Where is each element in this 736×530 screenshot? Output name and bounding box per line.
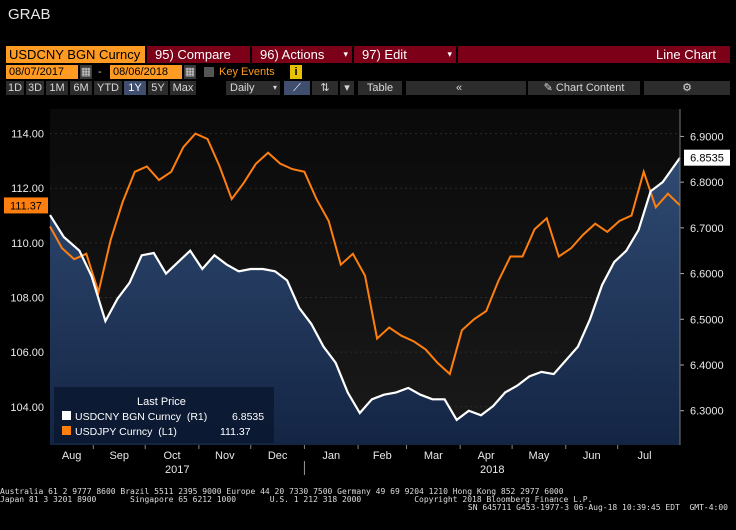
period-button-6m[interactable]: 6M [70, 81, 92, 95]
right-tick-label: 6.7000 [690, 223, 724, 235]
compare-button[interactable]: 95) Compare [147, 46, 250, 63]
app-title: GRAB [8, 6, 51, 23]
right-tick-label: 6.5000 [690, 314, 724, 326]
last-value-tag-usdcny [684, 149, 730, 166]
x-tick-label: Aug [62, 450, 82, 462]
chart-content-icon: ✎ [543, 82, 556, 94]
period-button-max[interactable]: Max [170, 81, 196, 95]
x-tick-label: Jun [583, 450, 601, 462]
year-label-2018: 2018 [480, 464, 504, 476]
x-tick-label: Sep [109, 450, 129, 462]
legend-box [54, 387, 274, 443]
settings-gear-icon[interactable]: ⚙ [644, 81, 730, 95]
legend-value-usdjpy: 111.37 [220, 426, 251, 438]
left-tick-label: 104.00 [10, 402, 44, 414]
legend-swatch-usdjpy [62, 426, 71, 435]
table-button[interactable]: Table [358, 81, 402, 95]
actions-dropdown-icon: ▾ [343, 49, 348, 59]
calendar-icon[interactable]: ▦ [184, 65, 196, 79]
right-tick-label: 6.3000 [690, 406, 724, 418]
x-tick-label: Jan [322, 450, 340, 462]
collapse-left-icon[interactable]: « [406, 81, 526, 95]
x-tick-label: Oct [163, 450, 180, 462]
left-axis: 104.00 106.00 108.00 110.00 112.00 114.00 [10, 129, 44, 414]
left-tick-label: 110.00 [11, 238, 44, 250]
x-tick-label: Apr [478, 450, 495, 462]
end-date-input[interactable]: 08/06/2018 [110, 65, 182, 79]
key-events-checkbox[interactable] [204, 67, 214, 77]
usdjpy-line [49, 132, 681, 376]
right-axis: 6.3000 6.4000 6.5000 6.6000 6.7000 6.8000 6.90… [679, 109, 724, 445]
x-tick-label: Nov [215, 450, 235, 462]
x-tick-label: Mar [424, 450, 443, 462]
chart-content-button[interactable]: ✎ Chart Content [528, 81, 640, 95]
legend-title: Last Price [137, 396, 186, 408]
chart-content-label: Chart Content [555, 82, 625, 94]
chevron-down-icon: ▾ [272, 83, 277, 92]
ticker-field[interactable]: USDCNY BGN Curncy [6, 46, 145, 63]
edit-button[interactable]: 97) Edit ▾ [354, 46, 456, 63]
edit-dropdown-icon: ▾ [447, 49, 452, 59]
last-value-usdjpy: 111.37 [10, 200, 42, 212]
legend-label-usdjpy: USDJPY Curncy (L1) [75, 426, 177, 438]
actions-label: 96) Actions [260, 47, 325, 62]
period-button-1y[interactable]: 1Y [124, 81, 146, 95]
info-icon[interactable]: i [290, 65, 302, 79]
frequency-select[interactable]: Daily ▾ [226, 81, 280, 95]
left-tick-label: 106.00 [10, 347, 44, 359]
period-button-3d[interactable]: 3D [26, 81, 44, 95]
usdcny-line [49, 157, 681, 422]
x-axis: Aug Sep Oct Nov Dec Jan Feb Mar Apr May Jun Jul 2017… [62, 445, 652, 476]
left-tick-label: 108.00 [10, 292, 44, 304]
frequency-label: Daily [230, 82, 255, 94]
x-tick-label: Feb [373, 450, 392, 462]
year-label-2017: 2017 [165, 464, 189, 476]
line-chart: 104.00 106.00 108.00 110.00 112.00 114.00 6.3… [4, 109, 730, 476]
chevron-down-icon[interactable]: ▾ [340, 81, 354, 95]
last-value-usdcny: 6.8535 [690, 153, 724, 165]
compare-mode-icon[interactable]: ⇅ [312, 81, 338, 95]
x-tick-label: May [529, 450, 550, 462]
start-date-input[interactable]: 08/07/2017 [6, 65, 78, 79]
date-separator: - [98, 66, 102, 78]
last-value-tag-usdjpy [4, 197, 48, 214]
line-style-icon[interactable]: ⟋ [284, 81, 310, 95]
calendar-icon[interactable]: ▦ [80, 65, 92, 79]
footer-line-2: Japan 81 3 3201 8900 Singapore 65 6212 1… [0, 495, 593, 504]
right-tick-label: 6.6000 [690, 269, 724, 281]
period-button-1m[interactable]: 1M [46, 81, 68, 95]
x-tick-label: Dec [268, 450, 288, 462]
legend-value-usdcny: 6.8535 [232, 411, 264, 423]
legend-swatch-usdcny [62, 411, 71, 420]
usdcny-area-fill [50, 157, 680, 445]
actions-button[interactable]: 96) Actions ▾ [252, 46, 352, 63]
x-tick-label: Jul [637, 450, 651, 462]
footer-line-1: Australia 61 2 9777 8600 Brazil 5511 239… [0, 487, 564, 496]
chart-type-button[interactable]: Line Chart [458, 46, 730, 63]
period-button-ytd[interactable]: YTD [94, 81, 122, 95]
period-button-5y[interactable]: 5Y [148, 81, 168, 95]
edit-label: 97) Edit [362, 47, 407, 62]
key-events-label: Key Events [219, 66, 275, 78]
period-button-1d[interactable]: 1D [6, 81, 24, 95]
right-tick-label: 6.9000 [690, 131, 724, 143]
footer-line-3: SN 645711 G453-1977-3 06-Aug-18 10:39:45… [467, 503, 728, 512]
left-tick-label: 112.00 [11, 183, 44, 195]
right-tick-label: 6.4000 [690, 360, 724, 372]
right-tick-label: 6.8000 [690, 177, 724, 189]
legend-label-usdcny: USDCNY BGN Curncy (R1) [75, 411, 207, 423]
left-tick-label: 114.00 [11, 129, 44, 141]
